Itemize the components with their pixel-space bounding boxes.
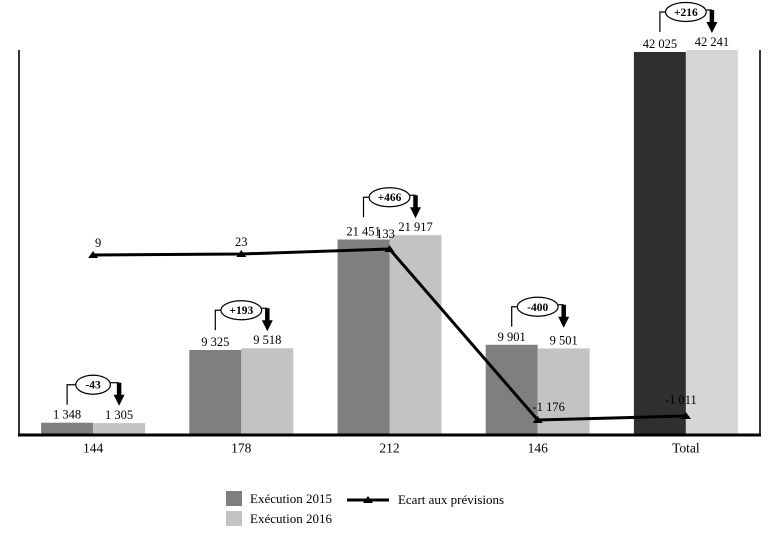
bar-value-2016-Total: 42 241 bbox=[695, 35, 729, 49]
ecart-marker-212 bbox=[384, 245, 395, 252]
annotation-value-146: -400 bbox=[527, 302, 548, 314]
legend-swatch-2016-icon bbox=[226, 511, 242, 526]
legend-label-2015: Exécution 2015 bbox=[250, 491, 332, 506]
annotation-bubble-146 bbox=[516, 296, 559, 317]
annotation-value-178: +193 bbox=[229, 305, 253, 317]
annotation-bubble-Total bbox=[664, 1, 707, 23]
annotation-elbow-178 bbox=[214, 309, 221, 331]
legend: Exécution 2015 Exécution 2016 Ecart aux … bbox=[226, 491, 504, 526]
bar-value-2015-144: 1 348 bbox=[53, 408, 81, 422]
bar-2016-212 bbox=[389, 235, 442, 435]
ecart-value-178: 23 bbox=[235, 235, 248, 249]
ecart-value-146: -1 176 bbox=[533, 400, 565, 414]
annotation-arrow-head-icon-178 bbox=[261, 320, 273, 332]
annotation-value-144: -43 bbox=[85, 380, 101, 392]
ecart-marker-146 bbox=[532, 416, 543, 423]
chart-plot-area: 1 348 1 305 144 9 325 9 518 178 21 451 21 917 21… bbox=[18, 1, 761, 456]
legend-swatch-2015-icon bbox=[226, 491, 242, 506]
bar-2016-146 bbox=[537, 348, 590, 435]
ecart-value-Total: -1 011 bbox=[665, 393, 697, 407]
annotation-elbow-144 bbox=[66, 384, 76, 405]
annotation-arrow-head-icon-144 bbox=[113, 394, 125, 406]
x-axis-label-144: 144 bbox=[83, 441, 104, 456]
ecart-marker-178 bbox=[236, 250, 247, 257]
bar-2016-144 bbox=[93, 423, 146, 435]
annotation-value-Total: +216 bbox=[674, 7, 698, 19]
ecart-marker-144 bbox=[88, 251, 99, 258]
annotation-arrow-head-icon-Total bbox=[706, 22, 718, 33]
x-axis-label-Total: Total bbox=[672, 441, 700, 456]
legend-label-ecart: Ecart aux prévisions bbox=[397, 492, 505, 507]
ecart-value-144: 9 bbox=[95, 236, 101, 250]
bar-value-2016-144: 1 305 bbox=[105, 408, 133, 422]
ecart-value-212: 133 bbox=[376, 227, 395, 241]
bar-value-2015-Total: 42 025 bbox=[643, 37, 677, 51]
bar-value-2016-146: 9 501 bbox=[550, 333, 578, 347]
annotation-arrow-head-icon-212 bbox=[410, 207, 421, 219]
legend-item-execution-2015: Exécution 2015 bbox=[226, 491, 332, 506]
legend-line-marker-icon bbox=[346, 494, 390, 506]
legend-swatch-column: Exécution 2015 Exécution 2016 bbox=[226, 491, 332, 526]
ecart-marker-Total bbox=[680, 412, 691, 419]
annotation-elbow-146 bbox=[511, 306, 518, 327]
legend-label-2016: Exécution 2016 bbox=[250, 511, 332, 526]
bar-value-2015-178: 9 325 bbox=[201, 335, 229, 349]
annotation-bubble-178 bbox=[220, 300, 263, 321]
annotation-elbow-Total bbox=[659, 11, 666, 32]
bar-2016-178 bbox=[241, 348, 294, 435]
annotation-value-212: +466 bbox=[378, 192, 402, 204]
annotation-elbow-212 bbox=[362, 196, 370, 218]
x-axis-label-146: 146 bbox=[528, 441, 549, 456]
annotation-arrow-head-icon-146 bbox=[558, 316, 570, 328]
bar-value-2016-212: 21 917 bbox=[398, 220, 432, 234]
annotation-bubble-144 bbox=[75, 374, 112, 395]
bar-value-2015-146: 9 901 bbox=[498, 330, 526, 344]
bar-2015-144 bbox=[41, 422, 94, 435]
bar-2015-212 bbox=[337, 239, 390, 435]
annotation-bubble-212 bbox=[368, 187, 411, 208]
legend-item-ecart: Ecart aux prévisions bbox=[346, 493, 504, 506]
legend-item-execution-2016: Exécution 2016 bbox=[226, 511, 332, 526]
bar-2016-Total bbox=[685, 50, 738, 435]
bar-2015-Total bbox=[633, 51, 686, 436]
bar-2015-178 bbox=[189, 350, 242, 435]
bar-value-2015-212: 21 451 bbox=[346, 224, 380, 238]
x-axis-label-178: 178 bbox=[231, 441, 252, 456]
x-axis-label-212: 212 bbox=[379, 441, 399, 456]
bar-value-2016-178: 9 518 bbox=[253, 333, 281, 347]
